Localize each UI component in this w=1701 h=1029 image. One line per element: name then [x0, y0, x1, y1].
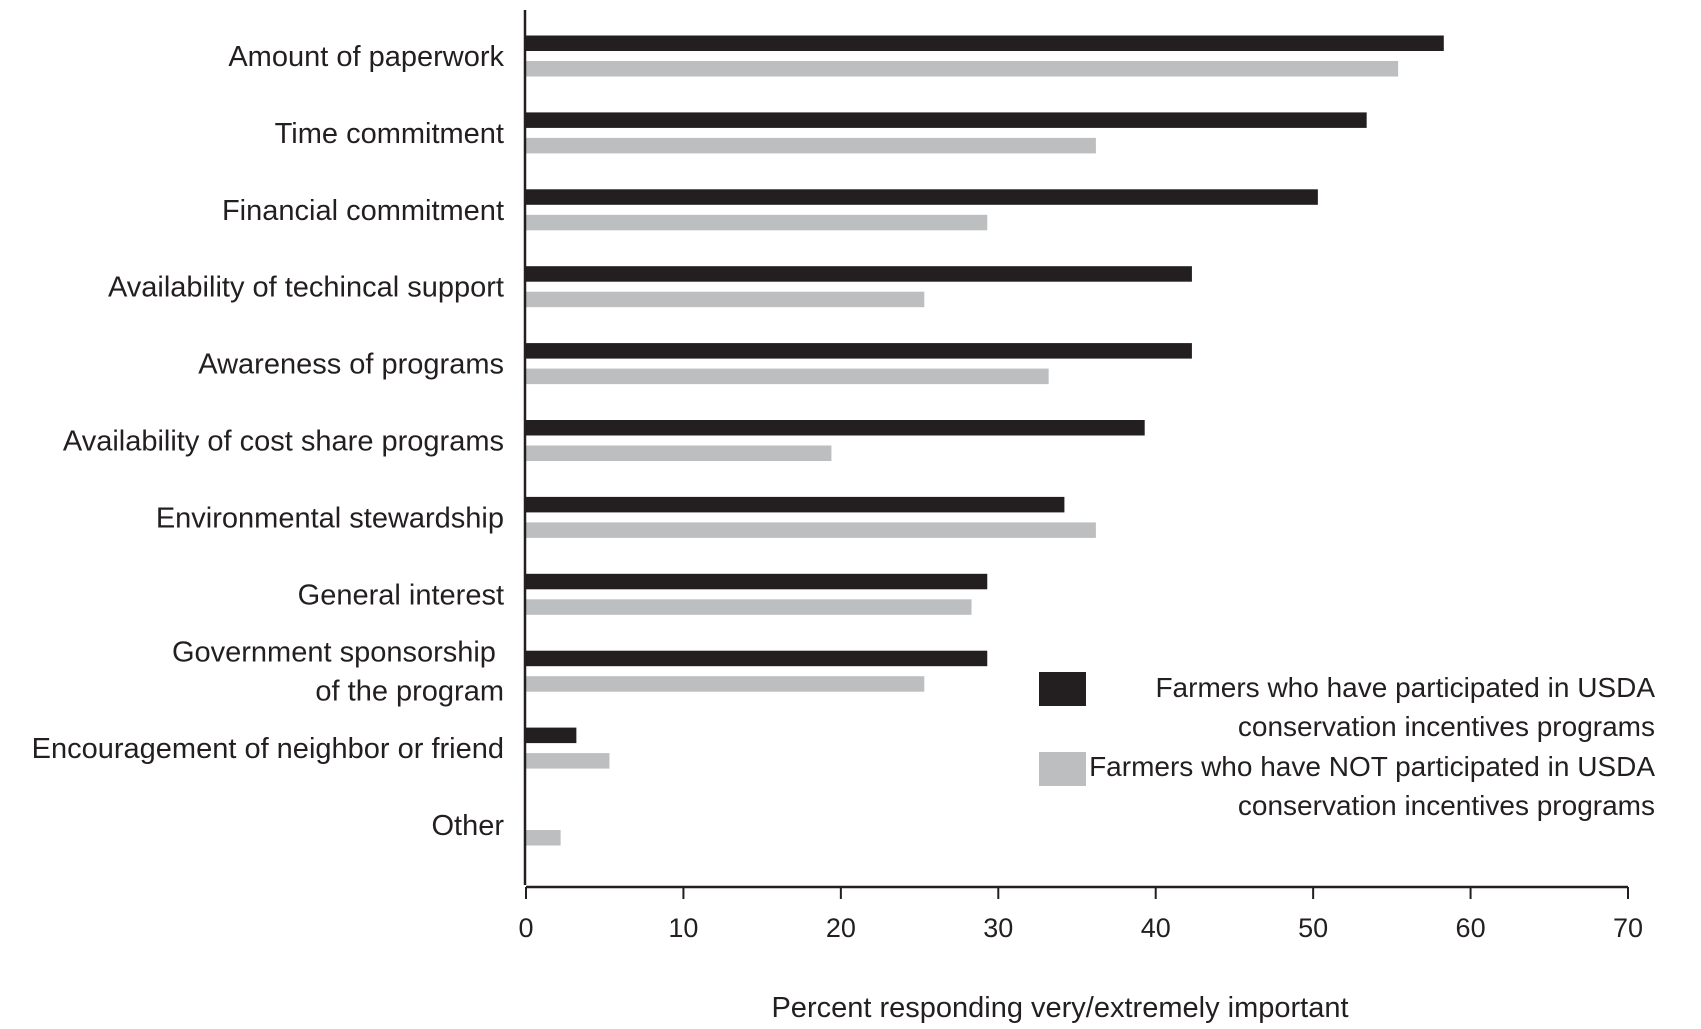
category-label: Environmental stewardship: [156, 502, 504, 534]
category-label: Awareness of programs: [198, 349, 504, 381]
x-axis: 0 10 20 30 40 50 60 70: [518, 887, 1643, 943]
category-label-line: Availability of cost share programs: [63, 426, 504, 458]
category-label: General interest: [298, 579, 504, 611]
bar-participated: [526, 497, 1064, 513]
bar-not-participated: [526, 292, 924, 308]
category-label: Government sponsorship of the program: [172, 637, 504, 708]
x-tick-label: 0: [518, 913, 533, 943]
category-label-line: General interest: [298, 579, 504, 611]
category-label: Amount of paperwork: [228, 41, 504, 73]
bar-participated: [526, 651, 987, 667]
category-label: Encouragement of neighbor or friend: [32, 733, 504, 765]
bar-participated: [526, 420, 1145, 436]
bar-not-participated: [526, 676, 924, 692]
legend-label-line: conservation incentives programs: [1238, 711, 1655, 742]
bar-participated: [526, 36, 1444, 52]
category-label-line: Financial commitment: [222, 195, 504, 227]
bar-not-participated: [526, 599, 972, 615]
bar-participated: [526, 343, 1192, 359]
category-label-line: Amount of paperwork: [228, 41, 504, 73]
legend-swatch-participated: [1039, 672, 1086, 706]
x-tick-label: 20: [826, 913, 856, 943]
bar-participated: [526, 189, 1318, 205]
category-label: Other: [431, 810, 504, 842]
category-label-line: Availability of techincal support: [108, 272, 504, 304]
x-tick-label: 10: [668, 913, 698, 943]
category-label-line: of the program: [315, 676, 504, 708]
category-label-line: Encouragement of neighbor or friend: [32, 733, 504, 765]
category-label-line: Environmental stewardship: [156, 502, 504, 534]
bar-participated: [526, 112, 1367, 128]
x-axis-title: Percent responding very/extremely import…: [771, 992, 1348, 1024]
category-label: Availability of techincal support: [108, 272, 504, 304]
bar-not-participated: [526, 522, 1096, 538]
bar-not-participated: [526, 61, 1398, 77]
bar-not-participated: [526, 446, 831, 462]
x-tick-label: 70: [1613, 913, 1643, 943]
category-label-line: Awareness of programs: [198, 349, 504, 381]
legend-label-line: Farmers who have NOT participated in USD…: [1089, 751, 1655, 782]
legend-label-participated: Farmers who have participated in USDA con…: [1155, 672, 1655, 742]
legend-swatch-not-participated: [1039, 752, 1086, 786]
x-tick-label: 60: [1456, 913, 1486, 943]
category-labels: Amount of paperwork Time commitment Financ…: [32, 41, 505, 842]
x-tick-label: 30: [983, 913, 1013, 943]
bar-participated: [526, 728, 576, 744]
category-label-line: Time commitment: [275, 118, 504, 150]
legend: Farmers who have participated in USDA con…: [1039, 672, 1655, 821]
category-label-line: Other: [431, 810, 504, 842]
bar-not-participated: [526, 138, 1096, 154]
category-label: Financial commitment: [222, 195, 504, 227]
category-label: Time commitment: [275, 118, 504, 150]
x-tick-label: 40: [1141, 913, 1171, 943]
category-label-line: Government sponsorship: [172, 637, 504, 669]
bar-not-participated: [526, 753, 609, 769]
bar-not-participated: [526, 830, 561, 846]
legend-label-not-participated: Farmers who have NOT participated in USD…: [1089, 751, 1655, 821]
bar-participated: [526, 266, 1192, 282]
legend-label-line: Farmers who have participated in USDA: [1155, 672, 1655, 703]
legend-label-line: conservation incentives programs: [1238, 790, 1655, 821]
bar-not-participated: [526, 215, 987, 231]
bar-not-participated: [526, 369, 1049, 385]
x-tick-label: 50: [1298, 913, 1328, 943]
category-label: Availability of cost share programs: [63, 426, 504, 458]
bar-participated: [526, 574, 987, 590]
